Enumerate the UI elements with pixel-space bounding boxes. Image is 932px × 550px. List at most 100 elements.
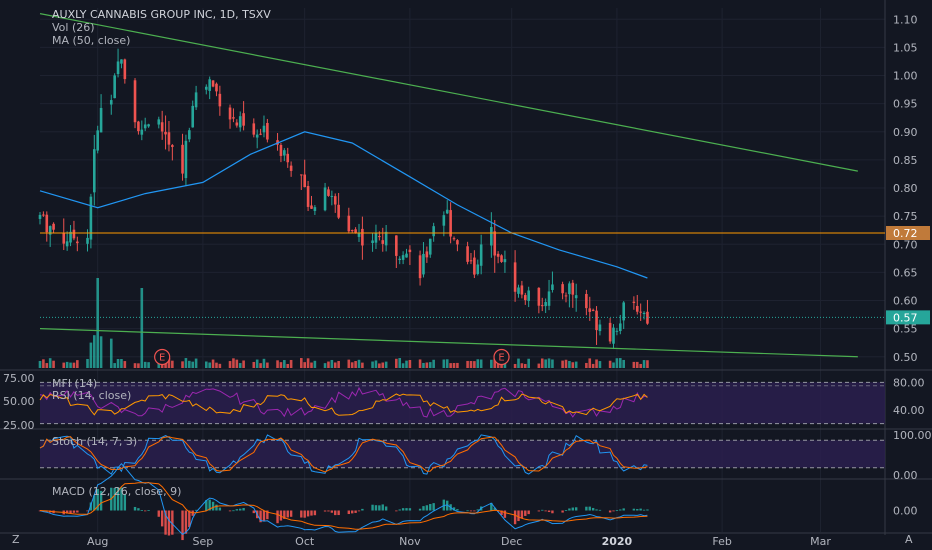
candle-body (116, 61, 120, 75)
price-tick: 1.10 (893, 13, 918, 26)
volume-bar (612, 362, 615, 368)
candle (428, 238, 432, 258)
volume-bar (456, 362, 459, 368)
volume-bar (540, 358, 544, 368)
macd-hist-bar (93, 495, 96, 511)
price-axis[interactable]: 1.10 1.05 1.00 0.95 0.90 0.85 0.80 0.75 0.70 0.65… (886, 13, 930, 364)
macd-hist-bar (242, 508, 245, 511)
macd-hist-bar (99, 490, 103, 511)
macd-hist-bar (561, 510, 564, 513)
trendline-1 (39, 328, 858, 358)
candle-body (568, 283, 571, 295)
candle (266, 118, 269, 143)
candle (456, 239, 459, 252)
volume-bar (354, 361, 357, 368)
candle (283, 148, 286, 162)
volume-bar (537, 363, 541, 368)
candle (76, 236, 79, 252)
volume-bar (642, 360, 646, 368)
macd-hist-bar (456, 509, 459, 511)
trendlines[interactable] (39, 13, 858, 358)
macd-hist-bar (408, 508, 412, 511)
candle (303, 159, 306, 188)
price-tick: 0.95 (893, 98, 918, 111)
stoch-tick: 0.00 (893, 469, 918, 482)
candle-body (45, 214, 49, 233)
earnings-marker: E (154, 348, 171, 366)
candle-body (306, 186, 310, 207)
macd-hist-bar (65, 510, 69, 514)
corner-right-label[interactable]: A (905, 533, 913, 546)
candle-body (425, 251, 429, 258)
volume-bar (445, 359, 449, 368)
candle (523, 292, 527, 305)
candle-body (432, 226, 435, 237)
candle-body (598, 324, 602, 332)
volume-bar (635, 361, 639, 368)
stoch-tick: 100.00 (893, 429, 932, 442)
candle-body (188, 130, 191, 140)
macd-hist-bar (537, 510, 541, 512)
price-tick: 0.85 (893, 154, 918, 167)
candle-body (513, 262, 517, 292)
candle (635, 294, 639, 315)
volume-bar (86, 358, 89, 368)
candle-body (191, 105, 195, 128)
volume-bar (72, 362, 76, 368)
volume-bar (303, 362, 306, 368)
candle (72, 220, 76, 241)
candle-body (92, 149, 96, 193)
macd-hist-bar (493, 507, 496, 511)
candle-body (357, 233, 361, 237)
candle-body (632, 301, 636, 303)
candle-body (361, 228, 364, 246)
candle-body (337, 204, 340, 218)
candle (571, 279, 575, 308)
horizontal-line[interactable] (40, 232, 885, 318)
candle-body (635, 305, 639, 312)
volume-bar (588, 358, 592, 368)
candle-body (133, 80, 137, 123)
candle (408, 245, 412, 266)
candle-body (476, 264, 480, 274)
mfi-tick: 75.00 (3, 372, 35, 385)
macd-hist-bar (266, 510, 269, 520)
volume-bar (89, 342, 93, 368)
candle-body (289, 165, 293, 171)
time-axis[interactable]: Aug Sep Oct Nov Dec 2020 Feb Mar (87, 535, 831, 548)
volume-bar (418, 359, 422, 368)
candle-body (612, 327, 615, 344)
candle (612, 324, 615, 350)
candle-body (72, 229, 76, 239)
volume-bar (96, 278, 99, 368)
volume-bar (330, 359, 334, 368)
candle-body (38, 214, 42, 219)
price-tick: 0.60 (893, 295, 918, 308)
candle (238, 111, 242, 132)
candle-body (591, 309, 595, 311)
candle-body (279, 145, 283, 156)
candle-body (181, 144, 184, 174)
candle (191, 100, 195, 128)
stoch-d-path (39, 436, 648, 473)
candle (330, 190, 334, 206)
macd-hist-bar (310, 510, 313, 516)
volume-bar (490, 359, 493, 368)
volume-bar (571, 362, 575, 368)
candle-body (619, 323, 622, 332)
candle-body (164, 131, 167, 135)
macd-hist-bar (636, 509, 639, 511)
corner-left-label[interactable]: Z (12, 533, 20, 546)
candle-body (218, 93, 222, 107)
macd-hist-bar (300, 510, 303, 518)
price-tick: 0.70 (893, 238, 918, 251)
candle (42, 211, 45, 217)
candle (204, 84, 208, 95)
candle (425, 246, 429, 263)
candle (123, 58, 127, 84)
candlestick-series[interactable] (38, 48, 649, 350)
candle-body (374, 233, 378, 243)
candle-body (137, 121, 140, 132)
